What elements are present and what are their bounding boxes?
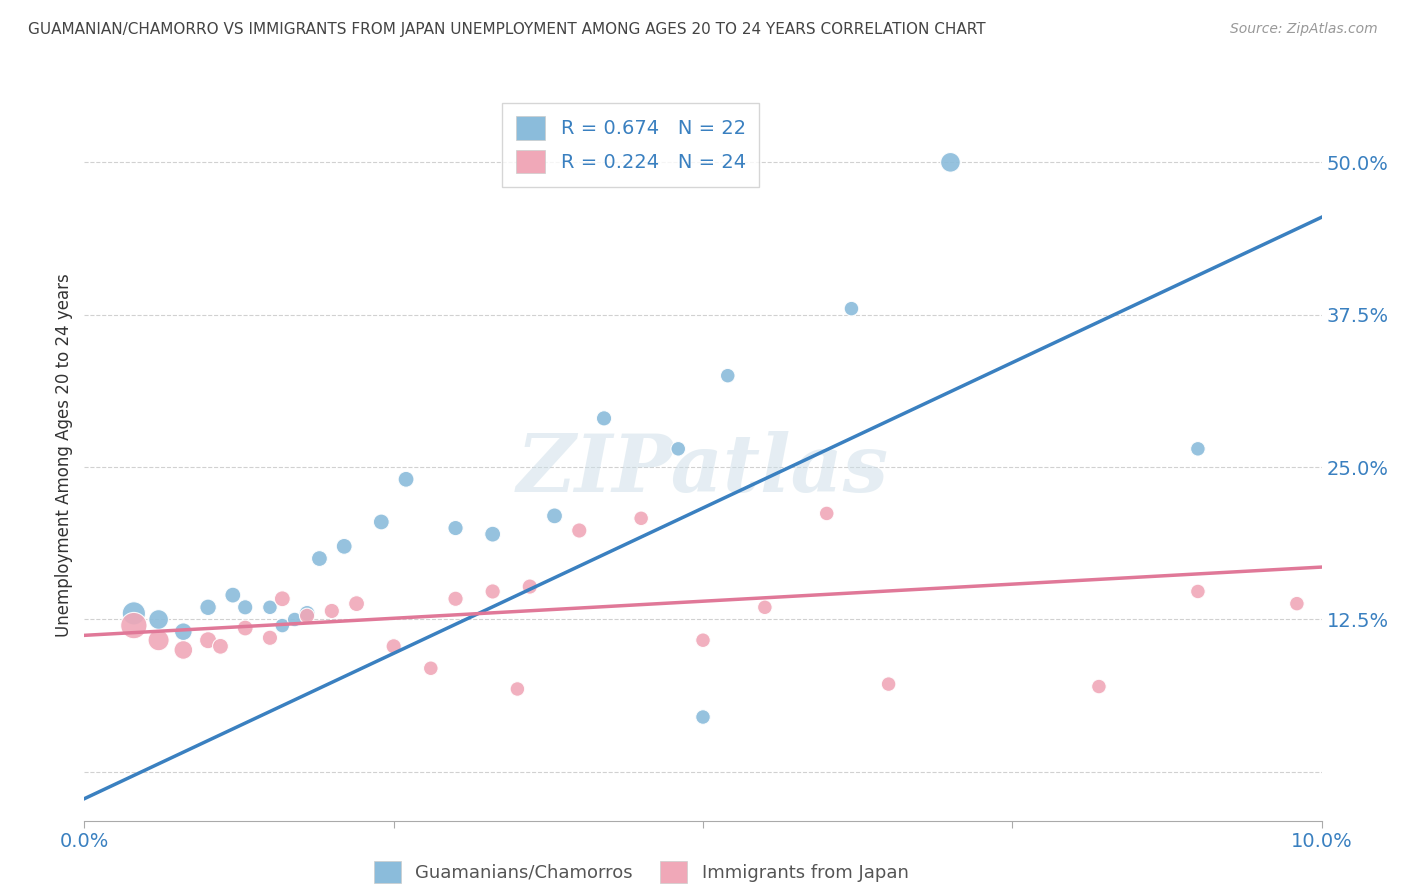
- Point: [543, 508, 565, 523]
- Point: [481, 584, 503, 599]
- Point: [172, 643, 194, 657]
- Point: [593, 411, 616, 425]
- Legend: Guamanians/Chamorros, Immigrants from Japan: Guamanians/Chamorros, Immigrants from Ja…: [367, 854, 915, 890]
- Point: [717, 368, 740, 383]
- Point: [346, 597, 368, 611]
- Point: [172, 624, 194, 639]
- Point: [197, 600, 219, 615]
- Text: ZIPatlas: ZIPatlas: [517, 431, 889, 508]
- Point: [666, 442, 689, 456]
- Point: [841, 301, 863, 316]
- Point: [382, 640, 405, 654]
- Point: [877, 677, 900, 691]
- Point: [939, 155, 962, 169]
- Point: [481, 527, 503, 541]
- Point: [271, 618, 294, 632]
- Point: [630, 511, 652, 525]
- Point: [1187, 442, 1209, 456]
- Point: [295, 608, 318, 623]
- Point: [209, 640, 232, 654]
- Point: [568, 524, 591, 538]
- Point: [506, 681, 529, 696]
- Point: [395, 472, 418, 486]
- Point: [1088, 680, 1111, 694]
- Y-axis label: Unemployment Among Ages 20 to 24 years: Unemployment Among Ages 20 to 24 years: [55, 273, 73, 637]
- Point: [233, 600, 256, 615]
- Point: [419, 661, 441, 675]
- Point: [1187, 584, 1209, 599]
- Text: Source: ZipAtlas.com: Source: ZipAtlas.com: [1230, 22, 1378, 37]
- Point: [444, 591, 467, 606]
- Point: [233, 621, 256, 635]
- Point: [295, 607, 318, 621]
- Point: [692, 710, 714, 724]
- Point: [148, 633, 170, 648]
- Point: [333, 539, 356, 553]
- Point: [444, 521, 467, 535]
- Point: [519, 580, 541, 594]
- Point: [321, 604, 343, 618]
- Point: [308, 551, 330, 566]
- Point: [815, 507, 838, 521]
- Point: [148, 613, 170, 627]
- Point: [754, 600, 776, 615]
- Point: [259, 600, 281, 615]
- Point: [370, 515, 392, 529]
- Point: [122, 607, 145, 621]
- Point: [1285, 597, 1308, 611]
- Point: [122, 618, 145, 632]
- Point: [692, 633, 714, 648]
- Point: [222, 588, 245, 602]
- Point: [259, 631, 281, 645]
- Text: GUAMANIAN/CHAMORRO VS IMMIGRANTS FROM JAPAN UNEMPLOYMENT AMONG AGES 20 TO 24 YEA: GUAMANIAN/CHAMORRO VS IMMIGRANTS FROM JA…: [28, 22, 986, 37]
- Point: [284, 613, 307, 627]
- Point: [271, 591, 294, 606]
- Point: [197, 633, 219, 648]
